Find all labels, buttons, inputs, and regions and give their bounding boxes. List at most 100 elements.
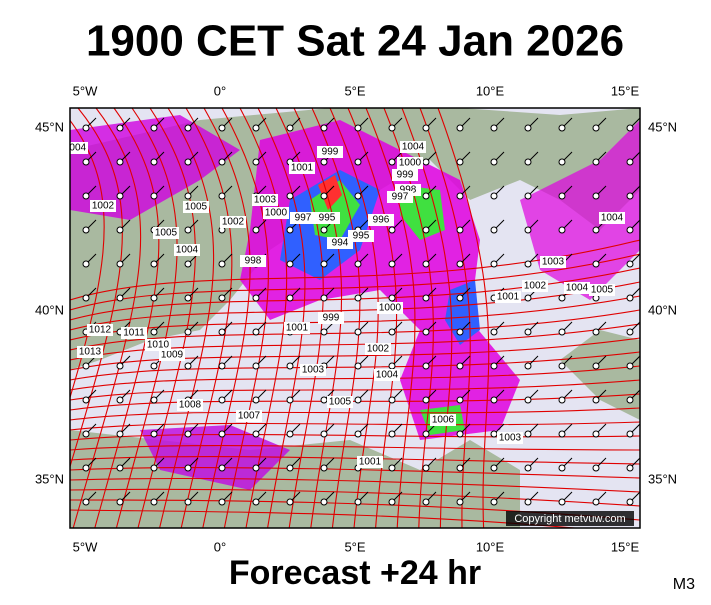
station xyxy=(82,464,90,472)
isobar-line xyxy=(70,337,640,371)
station xyxy=(116,260,124,268)
station xyxy=(286,226,294,234)
isobar-label: 1010 xyxy=(147,340,170,351)
station xyxy=(456,260,464,268)
station xyxy=(116,396,124,404)
station xyxy=(320,192,328,200)
isobar-label: 1008 xyxy=(179,400,202,411)
isobar-label: 1003 xyxy=(542,257,565,268)
station xyxy=(626,328,634,336)
forecast-label: Forecast +24 hr xyxy=(229,554,481,592)
isobar-label: 995 xyxy=(319,213,336,224)
station xyxy=(592,464,600,472)
isobar-line xyxy=(115,108,178,528)
station xyxy=(354,430,362,438)
station xyxy=(456,362,464,370)
station xyxy=(422,226,430,234)
station xyxy=(456,192,464,200)
station xyxy=(422,498,430,506)
isobar-label: 1003 xyxy=(254,195,277,206)
isobar-label-box xyxy=(599,212,625,224)
station xyxy=(218,362,226,370)
isobar-label-box xyxy=(377,302,403,314)
isobar-line xyxy=(70,323,640,361)
isobar-label-box xyxy=(397,157,423,169)
station xyxy=(320,498,328,506)
station xyxy=(150,328,158,336)
lat-label: 35°N xyxy=(648,471,677,486)
station xyxy=(626,192,634,200)
isobar-label-box xyxy=(183,201,209,213)
isobar-label-box xyxy=(589,284,615,296)
isobar-line xyxy=(70,108,123,469)
isobar-label-box xyxy=(540,256,566,268)
stations xyxy=(82,117,640,506)
isobar-label-box xyxy=(318,312,344,324)
isobar-label-box xyxy=(145,339,171,351)
lat-label: 40°N xyxy=(35,302,64,317)
station xyxy=(354,362,362,370)
station xyxy=(592,328,600,336)
station xyxy=(422,430,430,438)
isobar-label: 1004 xyxy=(601,213,624,224)
land-greece xyxy=(560,330,640,420)
isobar-label: 1005 xyxy=(155,228,178,239)
isobar-label-box xyxy=(284,322,310,334)
station xyxy=(422,260,430,268)
station xyxy=(592,498,600,506)
station xyxy=(626,396,634,404)
isobar-label-box xyxy=(90,200,116,212)
station xyxy=(388,260,396,268)
isobar-label-box xyxy=(153,227,179,239)
station xyxy=(354,328,362,336)
station xyxy=(456,294,464,302)
isobar-label-box xyxy=(317,146,343,158)
station xyxy=(320,226,328,234)
station xyxy=(252,328,260,336)
station xyxy=(388,464,396,472)
station xyxy=(354,498,362,506)
isobar-label: 1004 xyxy=(64,143,87,154)
station xyxy=(252,226,260,234)
station xyxy=(82,362,90,370)
station xyxy=(524,362,532,370)
station xyxy=(388,328,396,336)
isobar-label-box xyxy=(400,141,426,153)
isobar-label-box xyxy=(522,280,548,292)
isobar-label: 994 xyxy=(332,238,349,249)
station xyxy=(524,226,532,234)
station xyxy=(490,192,498,200)
isobar-line xyxy=(437,108,490,528)
isobar-line xyxy=(70,477,640,493)
title: 1900 CET Sat 24 Jan 2026 xyxy=(86,17,624,66)
station xyxy=(388,124,396,132)
station xyxy=(490,362,498,370)
precip-east xyxy=(520,120,640,300)
station xyxy=(456,396,464,404)
station xyxy=(320,430,328,438)
isobar-label: 997 xyxy=(392,192,409,203)
axes: 5°W 5°W 0° 0° 5°E 5°E 10°E 10°E 15°E 15°E 45°N 45°N… xyxy=(35,83,677,554)
lon-label: 5°W xyxy=(73,539,98,554)
station xyxy=(286,124,294,132)
station xyxy=(524,294,532,302)
isobar-line xyxy=(202,108,251,528)
station xyxy=(184,260,192,268)
station xyxy=(558,294,566,302)
isobar-label: 999 xyxy=(397,170,414,181)
station xyxy=(184,294,192,302)
lon-label: 5°E xyxy=(344,539,365,554)
isobar-line xyxy=(221,108,269,528)
isobar-label-box xyxy=(177,399,203,411)
station xyxy=(626,124,634,132)
station xyxy=(456,226,464,234)
isobar-label: 999 xyxy=(323,313,340,324)
station xyxy=(558,328,566,336)
isobar-label-box xyxy=(300,364,326,376)
isobar-label-box xyxy=(368,214,394,226)
station xyxy=(558,396,566,404)
isobar-label: 1002 xyxy=(222,217,245,228)
station xyxy=(388,294,396,302)
station xyxy=(558,362,566,370)
